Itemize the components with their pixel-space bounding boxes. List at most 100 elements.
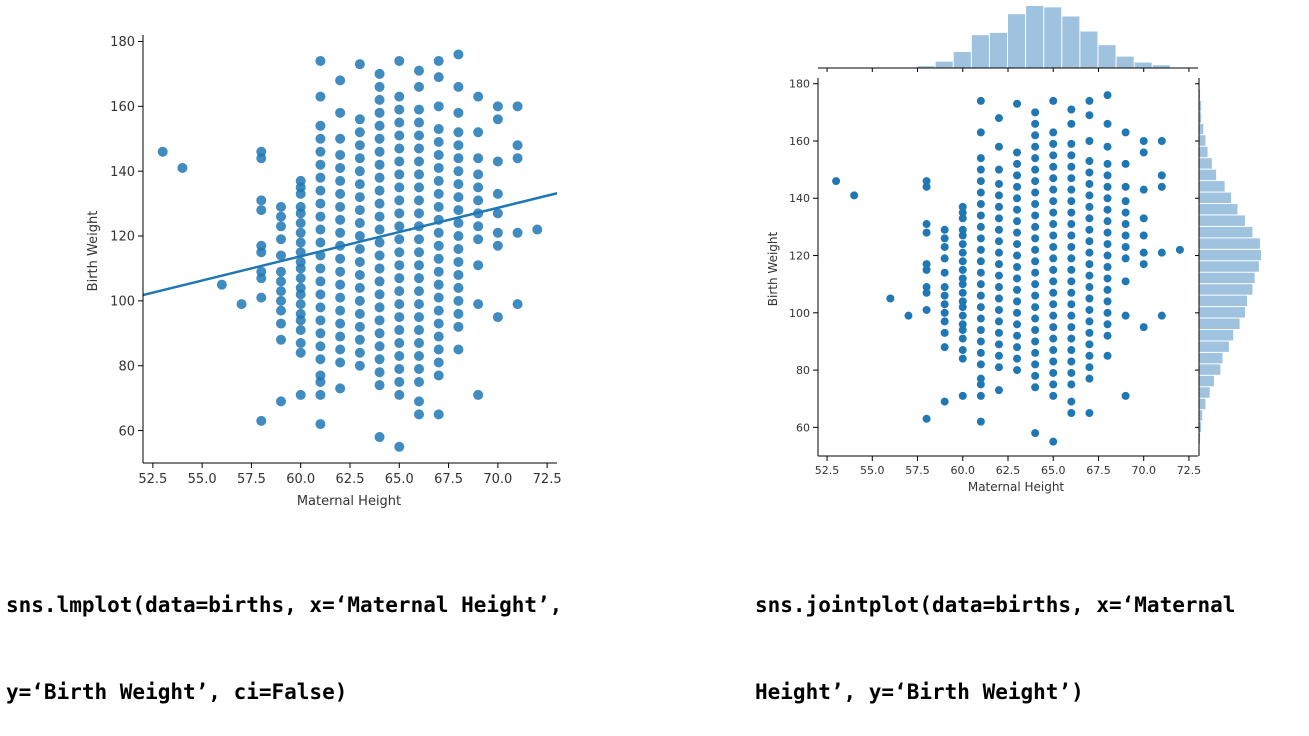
jointplot-point xyxy=(1013,171,1021,179)
lmplot-point xyxy=(394,286,404,296)
lmplot-point xyxy=(256,416,266,426)
jointplot-point xyxy=(1122,209,1130,217)
lmplot-point xyxy=(375,134,385,144)
lmplot-point xyxy=(276,221,286,231)
lmplot-point xyxy=(394,169,404,179)
jointplot-point xyxy=(1067,151,1075,159)
lmplot-point xyxy=(256,195,266,205)
lmplot-point xyxy=(315,302,325,312)
lmplot-point xyxy=(335,383,345,393)
jointplot-point xyxy=(977,97,985,105)
jointplot-point xyxy=(923,306,931,314)
jointplot-point xyxy=(1085,283,1093,291)
lmplot-point xyxy=(296,257,306,267)
lmplot-point xyxy=(493,114,503,124)
lmplot-point xyxy=(375,302,385,312)
lmplot-points xyxy=(158,49,543,451)
jointplot-x-tick-label: 62.5 xyxy=(996,464,1021,477)
jointplot-point xyxy=(977,337,985,345)
lmplot-point xyxy=(315,134,325,144)
lmplot-point xyxy=(315,370,325,380)
jointplot-point xyxy=(1031,108,1039,116)
jointplot-point xyxy=(959,297,967,305)
jointplot-point xyxy=(1013,274,1021,282)
jointplot-point xyxy=(1049,266,1057,274)
jointplot-y-axis-label: Birth Weight xyxy=(766,231,780,306)
jointplot-right-hist-bar xyxy=(1199,135,1205,145)
lmplot-point xyxy=(394,338,404,348)
lmplot-x-tick-label: 62.5 xyxy=(336,472,365,487)
jointplot-point xyxy=(1104,217,1112,225)
lmplot-point xyxy=(394,442,404,452)
jointplot-point xyxy=(995,317,1003,325)
jointplot-point xyxy=(959,226,967,234)
lmplot-x-tick-label: 70.0 xyxy=(483,472,512,487)
jointplot-point xyxy=(1049,163,1057,171)
jointplot-point xyxy=(1122,197,1130,205)
lmplot-point xyxy=(375,147,385,157)
jointplot-point xyxy=(977,269,985,277)
jointplot-point xyxy=(1067,232,1075,240)
jointplot-point xyxy=(1013,100,1021,108)
jointplot-right-hist-bar xyxy=(1199,193,1231,203)
jointplot-x-tick-label: 72.5 xyxy=(1177,464,1202,477)
lmplot-point xyxy=(375,354,385,364)
lmplot-point xyxy=(335,280,345,290)
jointplot-point xyxy=(1122,277,1130,285)
lmplot-point xyxy=(335,150,345,160)
jointplot-point xyxy=(1067,346,1075,354)
jointplot-point xyxy=(1013,194,1021,202)
lmplot-point xyxy=(335,176,345,186)
lmplot-point xyxy=(335,357,345,367)
lmplot-point xyxy=(335,319,345,329)
jointplot-point xyxy=(1049,232,1057,240)
jointplot-right-hist-bar xyxy=(1199,364,1220,374)
lmplot-point xyxy=(355,127,365,137)
lmplot-point xyxy=(315,419,325,429)
jointplot-point xyxy=(959,355,967,363)
jointplot-right-hist-bar xyxy=(1199,296,1247,306)
lmplot-point xyxy=(256,205,266,215)
lmplot-point xyxy=(453,257,463,267)
lmplot-point xyxy=(473,169,483,179)
jointplot-point xyxy=(1104,297,1112,305)
lmplot-point xyxy=(434,293,444,303)
jointplot-x-tick-label: 65.0 xyxy=(1041,464,1066,477)
jointplot-top-hist-bar xyxy=(1117,57,1134,68)
lmplot-point xyxy=(414,299,424,309)
jointplot-point xyxy=(1122,183,1130,191)
lmplot-point xyxy=(493,228,503,238)
lmplot-point xyxy=(434,409,444,419)
jointplot-point xyxy=(995,203,1003,211)
jointplot-point xyxy=(1067,312,1075,320)
lmplot-point xyxy=(158,147,168,157)
lmplot-point xyxy=(414,143,424,153)
lmplot-point xyxy=(375,238,385,248)
lmplot-point xyxy=(335,254,345,264)
lmplot-point xyxy=(296,228,306,238)
lmplot-point xyxy=(177,163,187,173)
jointplot-point xyxy=(1049,254,1057,262)
jointplot-point xyxy=(1067,197,1075,205)
lmplot-point xyxy=(434,254,444,264)
lmplot-point xyxy=(355,270,365,280)
lmplot-x-tick-label: 67.5 xyxy=(434,472,463,487)
lmplot-point xyxy=(315,173,325,183)
lmplot-point xyxy=(355,335,365,345)
lmplot-point xyxy=(315,92,325,102)
jointplot-point xyxy=(1085,214,1093,222)
jointplot-right-hist-bar xyxy=(1199,353,1223,363)
jointplot-point xyxy=(1067,174,1075,182)
jointplot-point xyxy=(1049,151,1057,159)
jointplot-point xyxy=(941,300,949,308)
jointplot-right-hist-bar xyxy=(1199,387,1210,397)
lmplot-point xyxy=(434,163,444,173)
lmplot-point xyxy=(394,105,404,115)
lmplot-point xyxy=(473,299,483,309)
lmplot-point xyxy=(414,312,424,322)
lmplot-point xyxy=(394,312,404,322)
jointplot-point xyxy=(1085,409,1093,417)
lmplot-point xyxy=(375,367,385,377)
jointplot-top-hist-bar xyxy=(1098,45,1115,68)
lmplot-point xyxy=(335,215,345,225)
